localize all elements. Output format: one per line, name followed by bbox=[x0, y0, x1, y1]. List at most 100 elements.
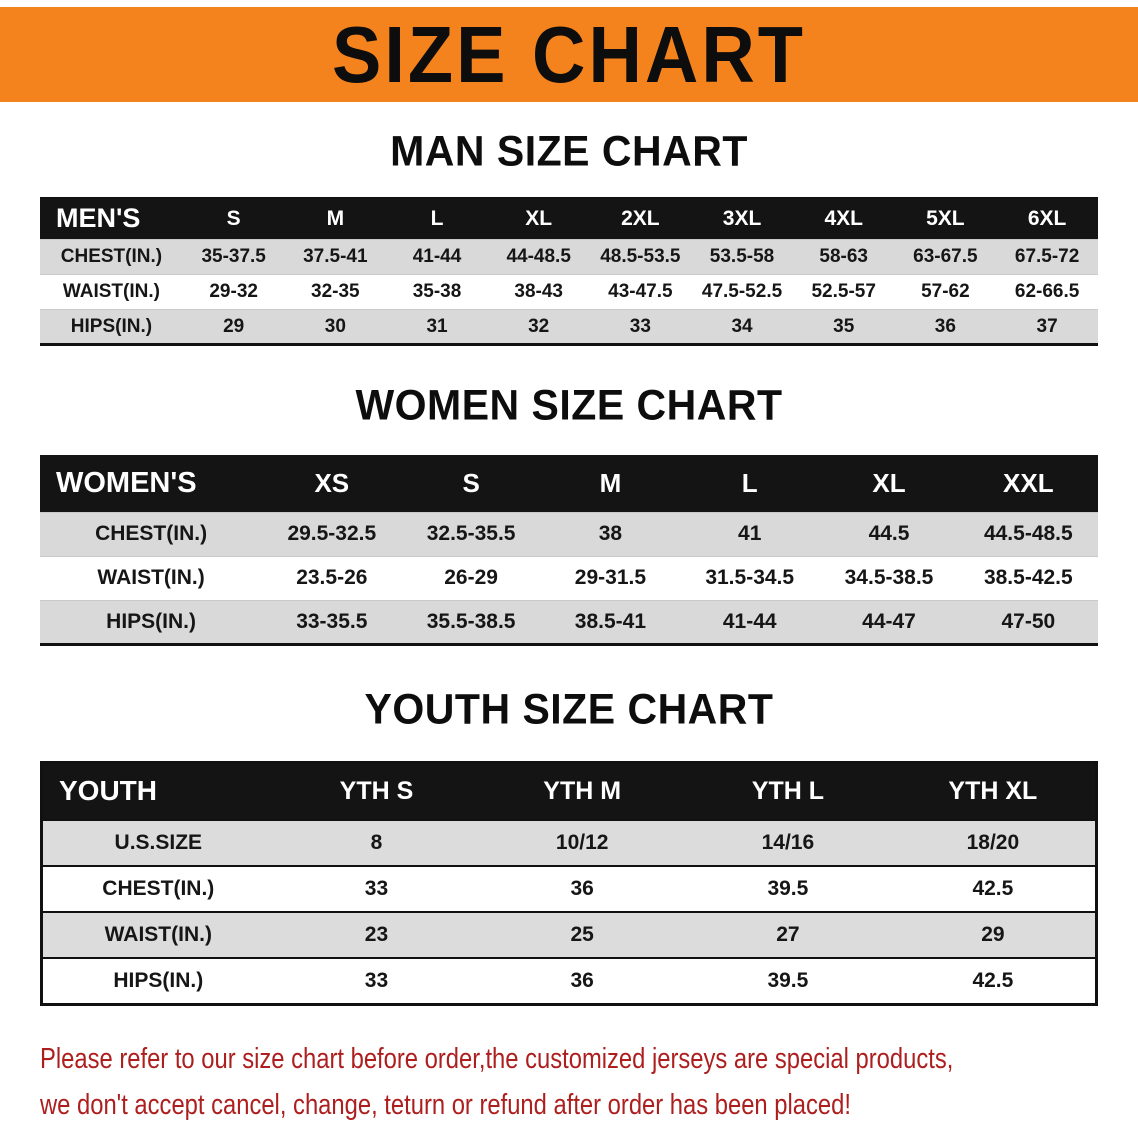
size-value: 33-35.5 bbox=[262, 600, 402, 644]
size-column-header: XXL bbox=[1003, 467, 1054, 498]
size-value: 18/20 bbox=[890, 819, 1097, 866]
size-value: 44-47 bbox=[819, 600, 959, 644]
table-title-cell: YOUTH bbox=[59, 775, 157, 807]
size-value: 44.5 bbox=[819, 512, 959, 556]
size-column-header: M bbox=[326, 206, 345, 230]
table-row: HIPS(IN.) 33 36 39.5 42.5 bbox=[41, 957, 1097, 1004]
table-row: WAIST(IN.) 29-32 32-35 35-38 38-43 43-47.5 47.… bbox=[40, 274, 1098, 310]
size-value: 32 bbox=[487, 309, 590, 345]
size-value: 42.5 bbox=[890, 865, 1097, 912]
women-section-heading: WOMEN SIZE CHART bbox=[355, 380, 783, 430]
size-column-header: 4XL bbox=[824, 206, 863, 230]
size-value: 39.5 bbox=[685, 957, 891, 1004]
size-value: 62-66.5 bbox=[1014, 281, 1080, 302]
table-row: WAIST(IN.) 23.5-26 26-29 29-31.5 31.5-34.5 34… bbox=[40, 556, 1098, 600]
youth-size-table: YOUTH YTH S YTH M YTH L YTH XL U.S.SIZE 8 10/12… bbox=[40, 760, 1098, 1006]
size-column-header: S bbox=[226, 206, 241, 230]
size-value: 37 bbox=[996, 309, 1098, 345]
size-value: 41 bbox=[680, 512, 820, 556]
table-row: WAIST(IN.) 23 25 27 29 bbox=[41, 911, 1097, 958]
size-value: 58-63 bbox=[792, 239, 895, 275]
table-header-row: WOMEN'S XS S M L XL XXL bbox=[40, 455, 1098, 512]
table-head: WOMEN'S XS S M L XL XXL bbox=[40, 455, 1098, 512]
size-value: 36 bbox=[479, 957, 686, 1004]
table-row: HIPS(IN.) 33-35.5 35.5-38.5 38.5-41 41-44 44-… bbox=[40, 600, 1098, 644]
size-value: 43-47.5 bbox=[608, 281, 673, 302]
size-value: 41-44 bbox=[680, 600, 820, 644]
size-column-header: YTH S bbox=[339, 776, 414, 805]
size-value: 35.5-38.5 bbox=[401, 600, 541, 644]
size-column-header: YTH L bbox=[751, 776, 824, 805]
size-value: 29-31.5 bbox=[574, 566, 647, 589]
notice-line-1: Please refer to our size chart before or… bbox=[40, 1042, 954, 1075]
size-chart-content: MAN SIZE CHART MEN'S S M L XL 2XL 3XL 4XL 5XL 6XL… bbox=[0, 126, 1138, 1006]
size-column-header: L bbox=[430, 206, 444, 230]
size-column-header: S bbox=[462, 467, 480, 498]
measurement-label: HIPS(IN.) bbox=[40, 600, 263, 644]
footer-notice: Please refer to our size chart before or… bbox=[40, 1036, 1098, 1129]
size-value: 14/16 bbox=[685, 819, 891, 866]
size-value: 27 bbox=[685, 911, 891, 958]
size-value: 23 bbox=[273, 911, 480, 958]
size-value: 44-48.5 bbox=[487, 239, 590, 275]
size-column-header: L bbox=[741, 467, 758, 498]
size-value: 42.5 bbox=[890, 957, 1097, 1004]
measurement-label: WAIST(IN.) bbox=[40, 274, 183, 310]
table-title-cell: MEN'S bbox=[56, 203, 141, 233]
men-size-chart-section: MAN SIZE CHART MEN'S S M L XL 2XL 3XL 4XL 5XL 6XL… bbox=[0, 126, 1138, 346]
size-value: 67.5-72 bbox=[996, 239, 1098, 275]
size-column-header: M bbox=[599, 467, 622, 498]
youth-size-chart-section: YOUTH SIZE CHART YOUTH YTH S YTH M YTH L YTH… bbox=[0, 684, 1138, 1006]
banner: SIZE CHART bbox=[0, 7, 1138, 102]
women-table-container: WOMEN'S XS S M L XL XXL CHEST(IN.) 29.5-32.5 32.5… bbox=[40, 455, 1098, 646]
measurement-label: CHEST(IN.) bbox=[40, 512, 263, 556]
size-value: 39.5 bbox=[685, 865, 891, 912]
size-value: 23.5-26 bbox=[296, 566, 368, 589]
women-size-table: WOMEN'S XS S M L XL XXL CHEST(IN.) 29.5-32.5 32.5… bbox=[40, 455, 1098, 646]
youth-table-container: YOUTH YTH S YTH M YTH L YTH XL U.S.SIZE 8 10/12… bbox=[40, 760, 1098, 1006]
table-head: MEN'S S M L XL 2XL 3XL 4XL 5XL 6XL bbox=[40, 197, 1098, 240]
measurement-label: U.S.SIZE bbox=[41, 819, 274, 866]
size-value: 33 bbox=[273, 957, 480, 1004]
size-value: 63-67.5 bbox=[894, 239, 997, 275]
measurement-label: WAIST(IN.) bbox=[97, 566, 205, 589]
size-value: 32-35 bbox=[311, 281, 360, 302]
size-value: 8 bbox=[273, 819, 480, 866]
measurement-label: CHEST(IN.) bbox=[41, 865, 274, 912]
size-value: 25 bbox=[479, 911, 686, 958]
table-header-row: YOUTH YTH S YTH M YTH L YTH XL bbox=[41, 762, 1097, 820]
size-column-header: 3XL bbox=[722, 206, 762, 230]
page-title: SIZE CHART bbox=[332, 9, 806, 100]
size-value: 29 bbox=[890, 911, 1097, 958]
size-value: 47-50 bbox=[958, 600, 1098, 644]
size-value: 29-32 bbox=[209, 281, 258, 302]
size-column-header: XL bbox=[525, 206, 553, 230]
men-table-container: MEN'S S M L XL 2XL 3XL 4XL 5XL 6XL CHEST(IN.) 35-37… bbox=[40, 197, 1098, 346]
measurement-label: CHEST(IN.) bbox=[40, 239, 183, 275]
size-column-header: 6XL bbox=[1027, 206, 1067, 230]
size-column-header: XS bbox=[314, 467, 350, 498]
size-value: 30 bbox=[284, 309, 387, 345]
size-value: 36 bbox=[479, 865, 686, 912]
size-value: 38 bbox=[540, 512, 681, 556]
size-value: 47.5-52.5 bbox=[701, 281, 783, 302]
size-value: 38.5-42.5 bbox=[983, 566, 1073, 589]
men-size-table: MEN'S S M L XL 2XL 3XL 4XL 5XL 6XL CHEST(IN.) 35-37… bbox=[40, 197, 1098, 346]
men-section-heading: MAN SIZE CHART bbox=[390, 126, 748, 176]
women-size-chart-section: WOMEN SIZE CHART WOMEN'S XS S M L XL XXL CHEST(… bbox=[0, 380, 1138, 646]
size-value: 10/12 bbox=[479, 819, 686, 866]
size-column-header: XL bbox=[872, 467, 906, 498]
size-column-header: YTH M bbox=[543, 776, 622, 805]
table-row: CHEST(IN.) 33 36 39.5 42.5 bbox=[41, 865, 1097, 912]
size-value: 35-37.5 bbox=[182, 239, 285, 275]
table-row: U.S.SIZE 8 10/12 14/16 18/20 bbox=[41, 819, 1097, 866]
size-value: 38-43 bbox=[514, 281, 563, 302]
measurement-label: WAIST(IN.) bbox=[41, 911, 274, 958]
size-value: 29.5-32.5 bbox=[262, 512, 402, 556]
size-value: 52.5-57 bbox=[811, 281, 876, 302]
size-value: 31.5-34.5 bbox=[705, 566, 795, 589]
table-title-cell: WOMEN'S bbox=[56, 466, 197, 499]
size-column-header: 5XL bbox=[926, 206, 965, 230]
size-value: 35 bbox=[792, 309, 895, 345]
size-value: 53.5-58 bbox=[691, 239, 793, 275]
